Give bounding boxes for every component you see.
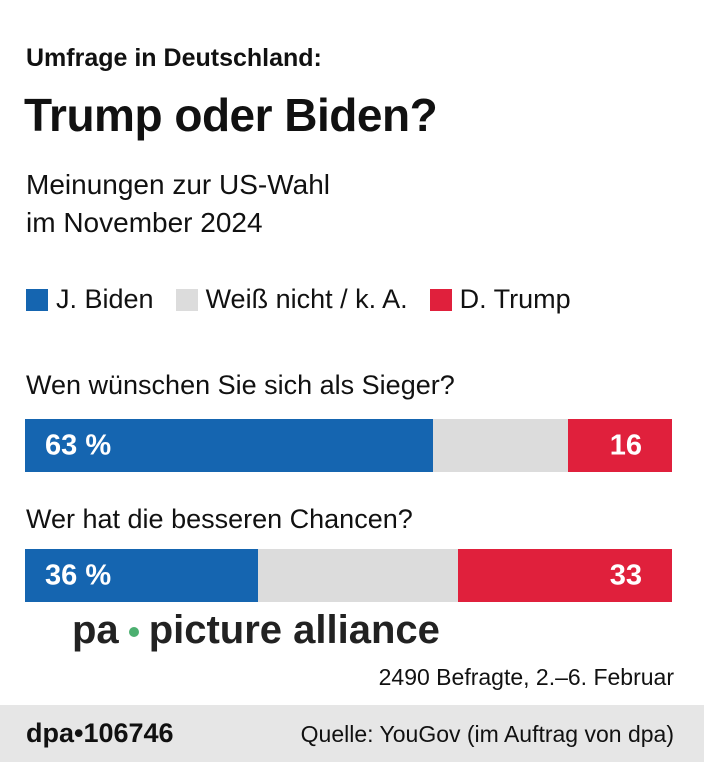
bar-segment-biden: 36 % (25, 549, 258, 602)
bar-segment-unknown (432, 419, 569, 472)
watermark-dot (128, 627, 139, 638)
data-label: 33 (609, 559, 642, 591)
question-label: Wen wünschen Sie sich als Sieger? (26, 370, 455, 400)
bar-segment-trump: 33 (458, 549, 672, 602)
legend-label: Weiß nicht / k. A. (205, 284, 408, 314)
legend-label: D. Trump (459, 284, 571, 314)
legend-swatch (175, 288, 198, 311)
bar-segment-biden: 63 % (25, 419, 433, 472)
stacked-bar: 36 % 33 (25, 549, 672, 602)
legend: J. Biden Weiß nicht / k. A. D. Trump (26, 284, 593, 315)
footer: dpa•106746 Quelle: YouGov (im Auftrag vo… (0, 705, 704, 762)
legend-item-biden: J. Biden (26, 284, 154, 315)
watermark-right: picture alliance (148, 608, 440, 652)
bar-segment-unknown (257, 549, 459, 602)
dpa-id: dpa•106746 (26, 718, 174, 748)
chart-title: Trump oder Biden? (24, 89, 438, 141)
legend-swatch (26, 288, 48, 311)
subtitle: Meinungen zur US-Wahl im November 2024 (26, 166, 330, 242)
legend-item-unknown: Weiß nicht / k. A. (175, 284, 408, 315)
subtitle-line: Meinungen zur US-Wahl (26, 169, 330, 200)
kicker: Umfrage in Deutschland: (26, 44, 322, 72)
data-label: 16 (609, 429, 642, 461)
legend-item-trump: D. Trump (429, 284, 571, 315)
watermark-left: pa (72, 608, 119, 652)
source: Quelle: YouGov (im Auftrag von dpa) (300, 721, 674, 747)
watermark-logo: pa picture alliance (72, 607, 440, 653)
question-label: Wer hat die besseren Chancen? (26, 504, 413, 534)
sample-note: 2490 Befragte, 2.–6. Februar (378, 664, 674, 690)
bar-segment-trump: 16 (568, 419, 672, 472)
stacked-bar: 63 % 16 (25, 419, 672, 472)
data-label: 36 % (45, 559, 112, 591)
subtitle-line: im November 2024 (26, 207, 263, 238)
data-label: 63 % (45, 429, 112, 461)
legend-swatch (429, 288, 452, 311)
legend-label: J. Biden (56, 284, 154, 314)
